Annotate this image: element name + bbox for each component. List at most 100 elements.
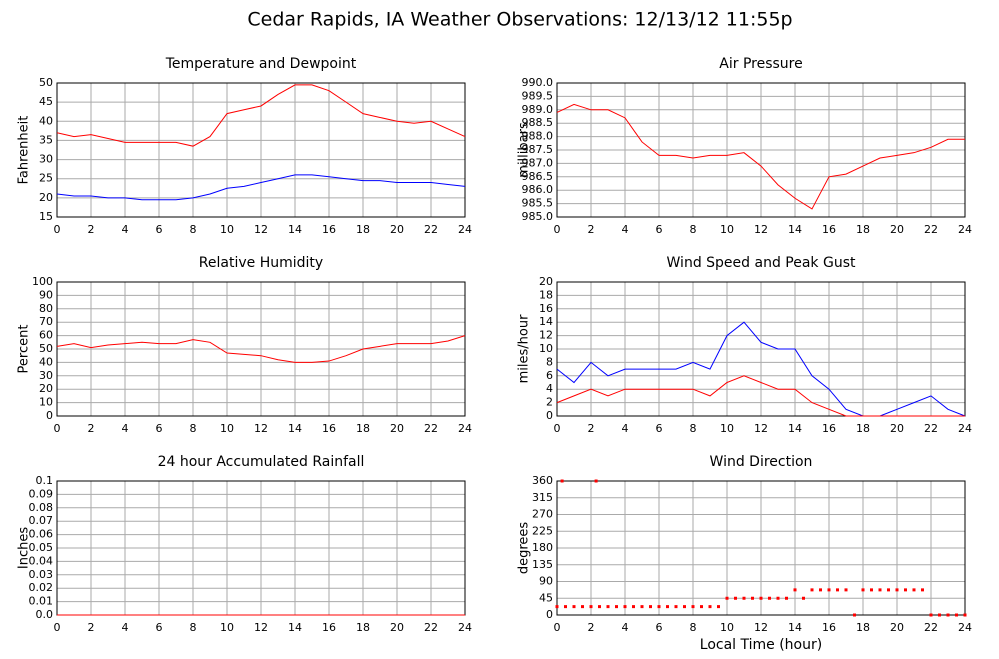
- x-tick-label: 12: [754, 621, 768, 634]
- data-line: [556, 375, 965, 417]
- x-tick-label: 8: [190, 223, 197, 236]
- x-tick-label: 4: [122, 223, 129, 236]
- y-tick-label: 35: [39, 133, 53, 146]
- x-tick-label: 8: [190, 621, 197, 634]
- x-tick-label: 12: [254, 621, 268, 634]
- y-axis-label: Inches: [17, 527, 32, 569]
- y-tick-label: 45: [39, 95, 53, 108]
- plot-frame: [556, 82, 966, 218]
- data-point: [963, 613, 967, 617]
- x-tick-label: 20: [890, 621, 904, 634]
- y-tick-label: 270: [532, 508, 553, 521]
- data-point: [581, 605, 584, 609]
- x-tick-label: 24: [958, 223, 972, 236]
- x-tick-label: 16: [322, 422, 336, 435]
- x-tick-label: 20: [890, 223, 904, 236]
- data-line: [56, 335, 466, 363]
- y-tick-label: 25: [39, 172, 53, 185]
- plot-frame: [556, 281, 966, 417]
- x-tick-label: 10: [720, 422, 734, 435]
- data-point: [598, 605, 601, 609]
- y-tick-label: 986.0: [522, 183, 554, 196]
- y-tick-label: 988.0: [522, 130, 554, 143]
- y-tick-label: 0.04: [29, 554, 54, 567]
- x-tick-label: 0: [554, 621, 561, 634]
- y-tick-label: 90: [39, 288, 53, 301]
- y-tick-label: 80: [39, 302, 53, 315]
- y-axis-label: degrees: [517, 522, 532, 575]
- x-tick-label: 18: [856, 223, 870, 236]
- y-tick-label: 90: [539, 575, 553, 588]
- data-point: [708, 605, 712, 609]
- x-tick-label: 2: [588, 621, 595, 634]
- y-tick-label: 20: [539, 275, 553, 288]
- data-point: [946, 613, 950, 617]
- y-tick-label: 10: [539, 342, 553, 355]
- y-tick-label: 0: [546, 608, 553, 621]
- data-point: [912, 588, 916, 592]
- data-point: [776, 596, 780, 600]
- y-tick-label: 0.06: [29, 528, 54, 541]
- x-tick-label: 16: [322, 621, 336, 634]
- x-tick-label: 24: [458, 621, 472, 634]
- y-tick-label: 8: [546, 355, 553, 368]
- data-point: [742, 596, 746, 600]
- x-tick-label: 6: [156, 223, 163, 236]
- y-tick-label: 989.0: [522, 103, 554, 116]
- x-tick-label: 16: [822, 422, 836, 435]
- y-tick-label: 30: [39, 153, 53, 166]
- x-tick-label: 4: [622, 621, 629, 634]
- x-tick-label: 12: [254, 422, 268, 435]
- x-tick-label: 14: [788, 621, 802, 634]
- y-tick-label: 0.08: [29, 501, 54, 514]
- panel-title: Wind Direction: [710, 454, 813, 470]
- x-tick-label: 2: [588, 223, 595, 236]
- data-point: [632, 605, 635, 609]
- data-point: [768, 596, 771, 600]
- x-tick-label: 16: [322, 223, 336, 236]
- data-point: [674, 605, 678, 609]
- y-tick-label: 985.0: [522, 210, 554, 223]
- x-tick-label: 18: [356, 223, 370, 236]
- data-point: [870, 588, 873, 592]
- y-tick-label: 40: [39, 114, 53, 127]
- y-tick-label: 0.05: [29, 541, 54, 554]
- x-tick-label: 24: [458, 422, 472, 435]
- x-tick-label: 8: [690, 621, 697, 634]
- data-point: [683, 605, 686, 609]
- x-tick-label: 0: [54, 223, 61, 236]
- data-point: [844, 588, 848, 592]
- x-tick-label: 22: [424, 422, 438, 435]
- y-tick-label: 0.07: [29, 514, 54, 527]
- data-point: [555, 605, 559, 609]
- data-point: [861, 588, 865, 592]
- x-tick-label: 22: [924, 422, 938, 435]
- y-tick-label: 987.0: [522, 156, 554, 169]
- y-tick-label: 50: [39, 342, 53, 355]
- x-tick-label: 16: [822, 621, 836, 634]
- x-tick-label: 4: [622, 223, 629, 236]
- y-tick-label: 0.01: [29, 595, 54, 608]
- x-tick-label: 0: [54, 621, 61, 634]
- plot-frame: [56, 281, 466, 417]
- data-point: [751, 596, 754, 600]
- x-tick-label: 18: [856, 422, 870, 435]
- x-tick-label: 4: [622, 422, 629, 435]
- data-point: [904, 588, 907, 592]
- y-tick-label: 0: [546, 409, 553, 422]
- data-point: [827, 588, 831, 592]
- data-point: [606, 605, 610, 609]
- x-tick-label: 12: [754, 223, 768, 236]
- x-tick-label: 18: [356, 621, 370, 634]
- y-tick-label: 0: [46, 409, 53, 422]
- y-tick-label: 15: [39, 210, 53, 223]
- y-tick-label: 0.0: [36, 608, 54, 621]
- page-title: Cedar Rapids, IA Weather Observations: 1…: [247, 9, 792, 31]
- y-tick-label: 225: [532, 524, 553, 537]
- data-point: [649, 605, 652, 609]
- y-tick-label: 18: [539, 288, 553, 301]
- x-tick-label: 2: [88, 621, 95, 634]
- x-tick-label: 10: [220, 422, 234, 435]
- y-tick-label: 6: [546, 369, 553, 382]
